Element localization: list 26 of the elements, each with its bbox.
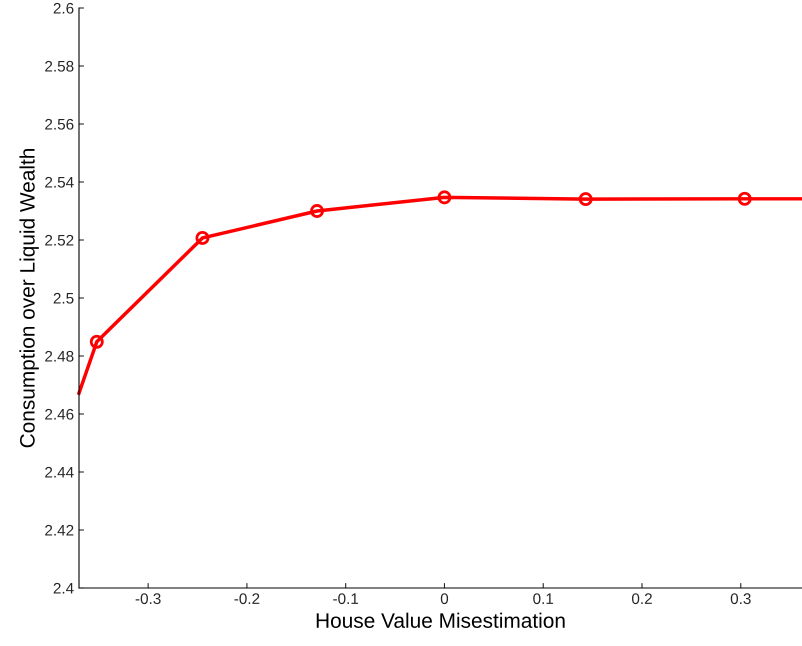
y-tick-label: 2.5 xyxy=(54,292,74,304)
point xyxy=(738,192,752,206)
y-tick-label: 2.6 xyxy=(54,2,74,14)
x-tick-label: 0.3 xyxy=(730,593,751,604)
y-tick-label: 2.54 xyxy=(45,176,74,188)
point xyxy=(578,192,593,206)
x-tick-label: -0.2 xyxy=(234,593,260,604)
x-tick-label: -0.3 xyxy=(136,593,161,604)
x-tick-label: 0.2 xyxy=(632,593,652,604)
y-tick-label: 2.46 xyxy=(45,408,74,420)
point xyxy=(438,190,452,204)
x-tick-label: -0.1 xyxy=(333,593,358,604)
y-axis-title: Consumption over Liquid Wealth xyxy=(19,148,39,448)
y-tick-label: 2.4 xyxy=(54,582,74,594)
y-tick-label: 2.58 xyxy=(45,60,74,72)
point xyxy=(310,204,324,218)
point xyxy=(90,334,104,349)
y-tick-label: 2.56 xyxy=(45,118,74,130)
y-tick-label: 2.42 xyxy=(45,524,74,536)
x-axis-title: House Value Misestimation xyxy=(316,612,565,628)
point xyxy=(196,231,210,245)
y-tick-label: 2.44 xyxy=(45,466,74,478)
y-tick-label: 2.52 xyxy=(45,234,74,246)
y-tick-label: 2.48 xyxy=(45,350,74,362)
x-tick-label: 0.1 xyxy=(533,593,554,604)
x-tick-label: 0 xyxy=(440,593,448,604)
